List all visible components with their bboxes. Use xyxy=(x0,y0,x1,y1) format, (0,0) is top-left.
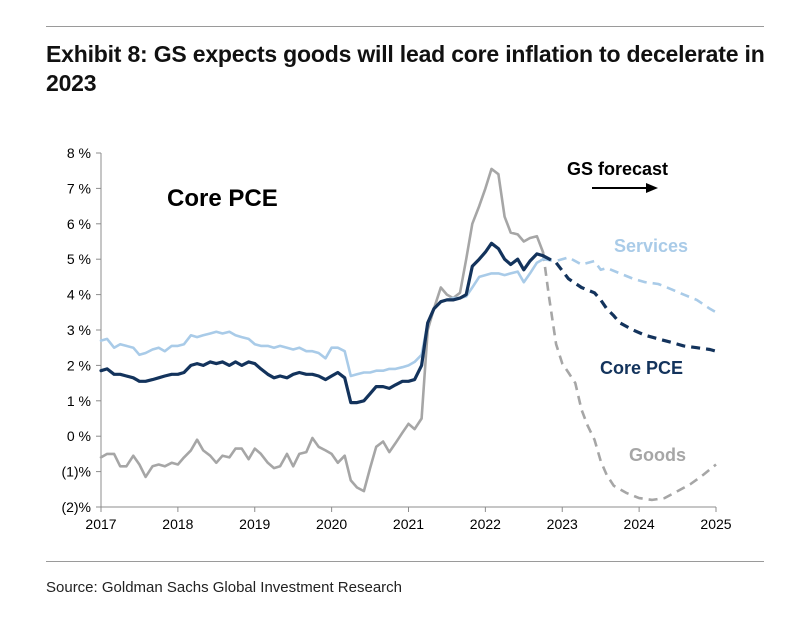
series-forecast-services xyxy=(542,256,717,314)
x-tick-label: 2020 xyxy=(316,516,347,532)
forecast-label: GS forecast xyxy=(567,159,668,179)
y-axis: 8 % 7 % 6 % 5 % 4 % 3 % 2 % 1 % 0 % (1)% (2)% xyxy=(61,145,102,515)
x-tick-label: 2024 xyxy=(624,516,655,532)
x-tick-label: 2019 xyxy=(239,516,270,532)
series-forecast-goods xyxy=(541,251,717,502)
series-line-core-pce xyxy=(99,241,545,405)
series-line-goods xyxy=(99,167,545,493)
chart-title: Core PCE xyxy=(167,185,278,212)
series-label-services: Services xyxy=(614,236,688,256)
y-tick-label: 5 % xyxy=(67,251,91,267)
y-tick-label: 0 % xyxy=(67,428,91,444)
x-tick-label: 2022 xyxy=(470,516,501,532)
y-tick-label: 7 % xyxy=(67,180,91,196)
x-tick-label: 2018 xyxy=(162,516,193,532)
y-tick-label: (1)% xyxy=(61,464,91,480)
series-label-goods: Goods xyxy=(629,445,686,465)
x-tick-label: 2017 xyxy=(85,516,116,532)
series-lines xyxy=(99,167,717,502)
y-tick-label: 2 % xyxy=(67,357,91,373)
forecast-arrow-icon xyxy=(592,183,658,193)
source-note: Source: Goldman Sachs Global Investment … xyxy=(46,579,403,596)
x-tick-label: 2023 xyxy=(547,516,578,532)
series-forecast-core-pce xyxy=(542,254,717,353)
x-axis: 2017 2018 2019 2020 2021 2022 2023 2024 2025 xyxy=(85,506,732,532)
x-tick-label: 2021 xyxy=(393,516,424,532)
top-rule xyxy=(46,26,764,27)
series-label-core-pce: Core PCE xyxy=(600,358,683,378)
series-line-services xyxy=(99,257,545,378)
x-tick-label: 2025 xyxy=(700,516,731,532)
y-tick-label: (2)% xyxy=(61,499,91,515)
y-tick-label: 4 % xyxy=(67,287,91,303)
y-tick-label: 6 % xyxy=(67,216,91,232)
bottom-rule xyxy=(46,561,764,562)
y-tick-label: 3 % xyxy=(67,322,91,338)
y-tick-label: 8 % xyxy=(67,145,91,161)
exhibit-title: Exhibit 8: GS expects goods will lead co… xyxy=(46,41,765,96)
y-tick-label: 1 % xyxy=(67,393,91,409)
